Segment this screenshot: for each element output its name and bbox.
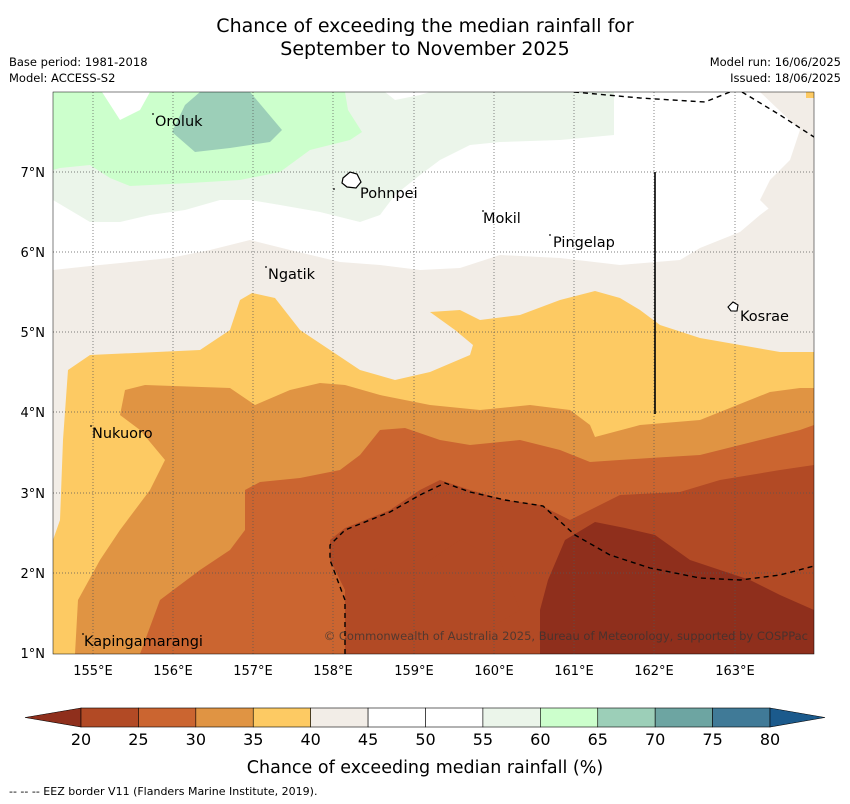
lat-tick-label: 4°N (21, 406, 46, 421)
island-markers (82, 113, 551, 635)
label-pingelap: Pingelap (553, 235, 615, 251)
lat-tick-label: 3°N (21, 487, 46, 502)
colorbar-labels: 20 25 30 35 40 45 50 55 60 65 70 75 80 (71, 730, 780, 749)
contour-65-70 (172, 92, 282, 152)
colorbar-segment (654, 707, 713, 728)
lat-tick-label: 5°N (21, 326, 46, 341)
contour-50-55-top-patch (102, 92, 150, 120)
lon-tick-label: 155°E (73, 664, 113, 679)
colorbar-tick-label: 70 (645, 730, 665, 749)
lon-tick-label: 162°E (634, 664, 674, 679)
issued-date: Issued: 18/06/2025 (730, 71, 841, 85)
eez-legend-note: -- -- -- EEZ border V11 (Flanders Marine… (9, 785, 318, 798)
probability-contours (53, 92, 814, 654)
map-title-line1: Chance of exceeding the median rainfall … (216, 15, 634, 37)
label-nukuoro: Nukuoro (92, 426, 153, 442)
model-name: Model: ACCESS-S2 (9, 71, 116, 85)
label-kosrae: Kosrae (740, 309, 789, 325)
colorbar (24, 707, 826, 728)
lon-tick-label: 160°E (474, 664, 514, 679)
colorbar-tick-label: 80 (760, 730, 780, 749)
colorbar-tick-label: 45 (358, 730, 378, 749)
colorbar-segment (195, 707, 254, 728)
contour-50-55-top-patch2 (385, 92, 430, 100)
latitude-labels: 7°N 6°N 5°N 4°N 3°N 2°N 1°N (21, 166, 46, 662)
pohnpei-island-icon (341, 171, 362, 189)
lat-tick-label: 2°N (21, 567, 46, 582)
colorbar-tick-label: 40 (300, 730, 320, 749)
lon-tick-label: 161°E (554, 664, 594, 679)
colorbar-segment (80, 707, 139, 728)
label-pohnpei: Pohnpei (360, 186, 418, 202)
longitude-labels: 155°E 156°E 157°E 158°E 159°E 160°E 161°… (73, 664, 755, 679)
colorbar-tick-label: 55 (473, 730, 493, 749)
lon-tick-label: 157°E (233, 664, 273, 679)
colorbar-tick-label: 50 (415, 730, 435, 749)
eez-borders (329, 92, 814, 654)
colorbar-segment (540, 707, 599, 728)
colorbar-tick-label: 20 (71, 730, 91, 749)
lon-tick-label: 156°E (153, 664, 193, 679)
model-run: Model run: 16/06/2025 (709, 55, 841, 69)
colorbar-tick-label: 75 (702, 730, 722, 749)
label-ngatik: Ngatik (268, 267, 316, 283)
map-title-line2: September to November 2025 (280, 38, 570, 60)
colorbar-segment (597, 707, 656, 728)
lat-tick-label: 7°N (21, 166, 46, 181)
colorbar-segment (425, 707, 484, 728)
label-oroluk: Oroluk (155, 114, 203, 130)
lon-tick-label: 163°E (715, 664, 755, 679)
colorbar-tick-label: 25 (128, 730, 148, 749)
lon-tick-label: 158°E (313, 664, 353, 679)
colorbar-segment (138, 707, 197, 728)
colorbar-segment (482, 707, 541, 728)
label-kapingamarangi: Kapingamarangi (84, 634, 203, 650)
base-period: Base period: 1981-2018 (9, 55, 148, 69)
graticule (53, 92, 814, 654)
map-frame (52, 91, 815, 655)
colorbar-tick-label: 30 (186, 730, 206, 749)
lat-tick-label: 6°N (21, 246, 46, 261)
colorbar-segment (712, 707, 771, 728)
contour-40-45-top-right (760, 92, 814, 210)
lon-tick-label: 159°E (394, 664, 434, 679)
contour-20-25-left (420, 540, 520, 654)
contour-35-40-top-right (806, 92, 814, 98)
colorbar-low-extension (24, 707, 82, 728)
contour-below-20 (540, 522, 814, 654)
colorbar-high-extension (769, 707, 826, 728)
colorbar-segment (252, 707, 311, 728)
colorbar-title: Chance of exceeding median rainfall (%) (247, 758, 603, 778)
kosrae-island-icon (727, 301, 739, 312)
colorbar-segment (367, 707, 426, 728)
lat-tick-label: 1°N (21, 647, 46, 662)
colorbar-tick-label: 65 (588, 730, 608, 749)
label-mokil: Mokil (483, 211, 521, 227)
colorbar-segment (310, 707, 369, 728)
colorbar-tick-label: 35 (243, 730, 263, 749)
colorbar-tick-label: 60 (530, 730, 550, 749)
copyright-notice: © Commonwealth of Australia 2025, Bureau… (324, 629, 808, 643)
contour-20-25-pocket (362, 562, 410, 585)
